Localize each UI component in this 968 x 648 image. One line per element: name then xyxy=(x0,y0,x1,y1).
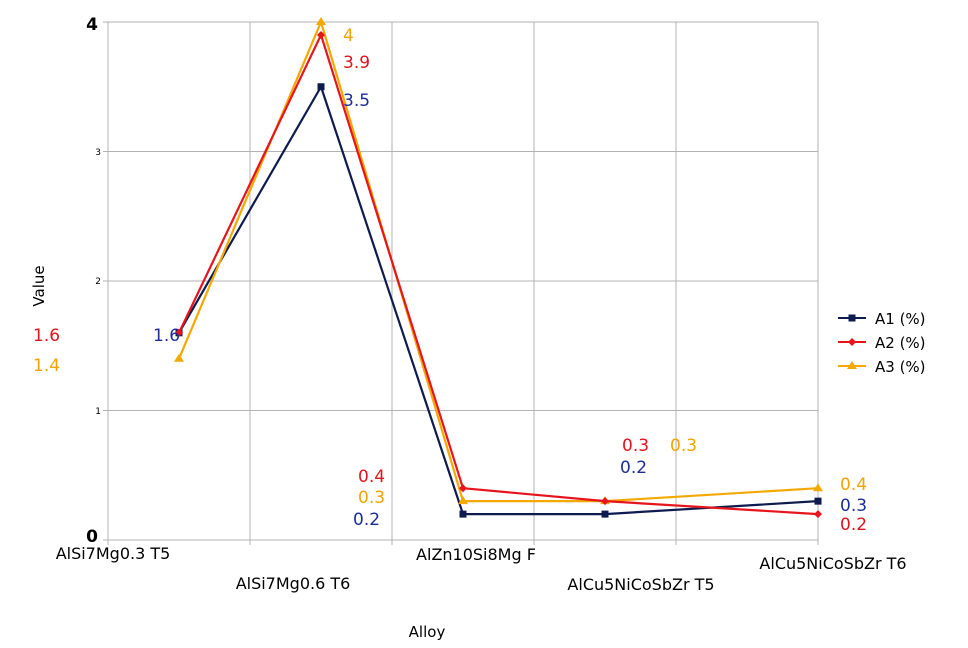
x-tick-label: AlCu5NiCoSbZr T5 xyxy=(567,575,714,594)
data-point xyxy=(459,510,467,518)
y-tick-label: 2 xyxy=(95,277,101,287)
y-tick-label: 3 xyxy=(95,148,101,158)
grid-lines xyxy=(108,21,819,540)
data-label: 1.6 xyxy=(153,326,180,346)
data-label: 0.2 xyxy=(353,510,380,530)
data-label: 0.3 xyxy=(670,436,697,456)
data-point xyxy=(316,17,326,25)
legend-label: A2 (%) xyxy=(875,334,926,352)
x-tick-label: AlCu5NiCoSbZr T6 xyxy=(759,554,906,573)
series-line-2 xyxy=(178,33,819,516)
x-axis-title: Alloy xyxy=(409,623,446,641)
data-label: 0.3 xyxy=(358,488,385,508)
data-label: 0.3 xyxy=(840,496,867,516)
data-point xyxy=(601,497,609,506)
y-axis-title: Value xyxy=(30,265,48,306)
data-point xyxy=(317,83,325,91)
legend: A1 (%) A2 (%) A3 (%) xyxy=(838,310,926,376)
data-point xyxy=(459,484,467,493)
data-point xyxy=(174,353,184,362)
x-tick-label: AlZn10Si8Mg F xyxy=(416,545,536,564)
data-label: 0.2 xyxy=(620,458,647,478)
series-line-1 xyxy=(178,85,819,516)
legend-label: A1 (%) xyxy=(875,310,926,328)
y-axis-ticks: 0 1 2 3 4 xyxy=(86,15,101,547)
legend-item-1: A1 (%) xyxy=(838,310,926,328)
data-label: 4 xyxy=(343,26,354,46)
legend-label: A3 (%) xyxy=(875,358,926,376)
data-label: 0.4 xyxy=(358,467,385,487)
x-axis-ticks: AlSi7Mg0.3 T5 AlSi7Mg0.6 T6 AlZn10Si8Mg F A… xyxy=(56,544,907,594)
data-label: 3.5 xyxy=(343,91,370,111)
data-label: 0.2 xyxy=(840,515,867,535)
data-label: 0.3 xyxy=(622,436,649,456)
x-tick-label: AlSi7Mg0.6 T6 xyxy=(236,574,351,593)
data-label: 1.4 xyxy=(33,356,60,376)
series-lines xyxy=(174,17,823,519)
y-tick-label: 0 xyxy=(86,527,98,547)
data-point xyxy=(317,30,325,39)
legend-marker xyxy=(848,314,856,322)
data-point xyxy=(814,497,822,505)
legend-item-2: A2 (%) xyxy=(838,334,926,352)
data-point xyxy=(175,328,183,337)
y-tick-label: 1 xyxy=(95,407,101,417)
legend-marker xyxy=(847,361,857,369)
data-point xyxy=(813,483,823,492)
axes xyxy=(103,21,819,545)
x-tick-label: AlSi7Mg0.3 T5 xyxy=(56,544,171,563)
data-label: 0.4 xyxy=(840,475,867,495)
y-tick-label: 4 xyxy=(86,15,98,35)
data-label: 3.9 xyxy=(343,53,370,73)
data-point xyxy=(601,510,609,518)
legend-item-3: A3 (%) xyxy=(838,358,926,376)
data-point xyxy=(458,496,468,505)
data-labels: 1.63.50.20.20.31.63.90.40.30.21.440.30.3… xyxy=(33,26,867,535)
legend-marker xyxy=(848,338,856,346)
data-label: 1.6 xyxy=(33,326,60,346)
data-point xyxy=(814,510,822,519)
series-line-3 xyxy=(177,20,819,503)
